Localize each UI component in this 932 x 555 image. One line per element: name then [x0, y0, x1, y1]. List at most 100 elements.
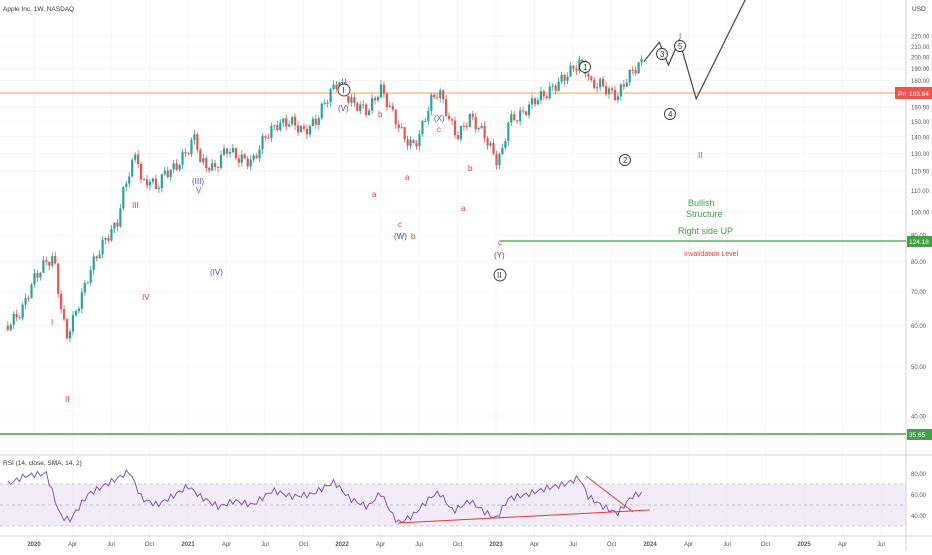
candle-body — [187, 153, 190, 155]
rsi-line — [7, 469, 643, 524]
invalidation-tag-bg — [907, 236, 932, 247]
candle-body — [36, 273, 39, 278]
candle-body — [610, 88, 614, 91]
candle-body — [530, 98, 534, 105]
candle-body — [628, 69, 631, 83]
time-tick-label: 2022 — [335, 542, 349, 548]
candle-body — [430, 94, 433, 112]
candle-body — [362, 104, 365, 106]
projection-path — [643, 0, 746, 101]
support-tag-bg — [907, 429, 932, 440]
circle-3-marker — [656, 48, 668, 60]
candle-body — [442, 90, 445, 100]
time-tick-label: 2021 — [181, 542, 195, 548]
candle-body — [311, 118, 314, 127]
candle-body — [400, 127, 403, 129]
grid — [0, 0, 906, 536]
price-tick-label: 180.00 — [911, 79, 930, 85]
price-tick-label: 100.00 — [911, 210, 930, 216]
candle-body — [447, 115, 451, 119]
candle-body — [178, 164, 181, 170]
time-tick-label: Apr — [222, 542, 231, 548]
candle-body — [142, 179, 146, 181]
candle-body — [48, 261, 51, 266]
candle-body — [157, 188, 160, 190]
candle-body — [110, 228, 113, 241]
wave-a2: a — [405, 173, 410, 182]
candle-body — [471, 113, 474, 117]
candle-body — [634, 70, 637, 74]
candle-body — [299, 126, 303, 133]
candle-body — [433, 94, 436, 98]
candle-body — [160, 174, 163, 189]
candle-body — [483, 125, 486, 139]
price-tick-label: 160.00 — [911, 105, 930, 111]
candle-body — [282, 118, 285, 123]
candle-body — [332, 84, 335, 90]
circle-4-marker — [664, 108, 676, 120]
rsi-axis: 80.00 60.00 40.00 — [911, 472, 927, 520]
wave-I: I — [51, 318, 53, 327]
candle-body — [18, 317, 21, 319]
candle-body — [39, 272, 42, 278]
candle-body — [65, 319, 69, 339]
candle-body — [557, 81, 560, 91]
candle-body — [329, 89, 332, 103]
candle-body — [545, 96, 548, 99]
candle-body — [95, 256, 98, 259]
candle-body — [619, 84, 622, 97]
candle-body — [276, 125, 279, 130]
candle-body — [137, 154, 140, 164]
wave-paren-V: (V) — [338, 104, 349, 113]
candle-body — [394, 109, 397, 125]
candle-body — [640, 58, 643, 63]
candle-body — [181, 152, 184, 165]
candle-body — [590, 76, 593, 80]
invalidation-tag: 124.18 — [909, 239, 929, 246]
rsi-tick-label: 40.00 — [911, 514, 927, 520]
candle-body — [51, 256, 54, 266]
wave-c1: c — [398, 220, 402, 229]
candle-body — [510, 114, 513, 123]
candle-body — [569, 65, 572, 77]
wave-paren-X: (X) — [434, 114, 445, 123]
candle-body — [604, 86, 608, 95]
candle-body — [77, 308, 80, 312]
circle-1: 1 — [583, 63, 588, 72]
candle-body — [98, 254, 101, 259]
circle-II-marker — [493, 268, 507, 282]
candle-body — [453, 120, 457, 136]
wave-proj-I: I — [679, 32, 681, 41]
candle-body — [631, 69, 634, 71]
candle-body — [533, 98, 537, 105]
candle-body — [101, 239, 104, 255]
price-tick-label: 40.00 — [911, 415, 927, 421]
time-tick-label: 2025 — [797, 542, 811, 548]
candle-body — [184, 152, 187, 154]
candle-body — [285, 118, 288, 127]
candle-body — [563, 74, 566, 81]
candle-body — [599, 78, 602, 88]
candle-body — [480, 125, 483, 128]
candle-body — [151, 178, 155, 182]
circle-2-marker — [619, 154, 631, 166]
candle-body — [406, 139, 409, 146]
candle-body — [418, 134, 421, 147]
candles — [6, 55, 643, 343]
candle-body — [196, 134, 199, 150]
candle-body — [388, 105, 391, 107]
candle-body — [477, 127, 480, 130]
circled-labels: I II 1 2 3 4 5 — [337, 40, 686, 282]
candle-body — [566, 76, 569, 81]
rsi-tick-label: 60.00 — [911, 493, 927, 499]
circle-4: 4 — [668, 110, 673, 119]
price-tick-label: 120.00 — [911, 170, 930, 176]
candle-body — [539, 91, 542, 101]
candle-body — [24, 297, 27, 305]
candle-body — [175, 163, 178, 170]
candle-body — [397, 124, 400, 129]
candle-body — [131, 159, 134, 177]
candle-body — [527, 104, 531, 116]
candle-body — [637, 62, 640, 74]
candle-body — [231, 147, 234, 153]
